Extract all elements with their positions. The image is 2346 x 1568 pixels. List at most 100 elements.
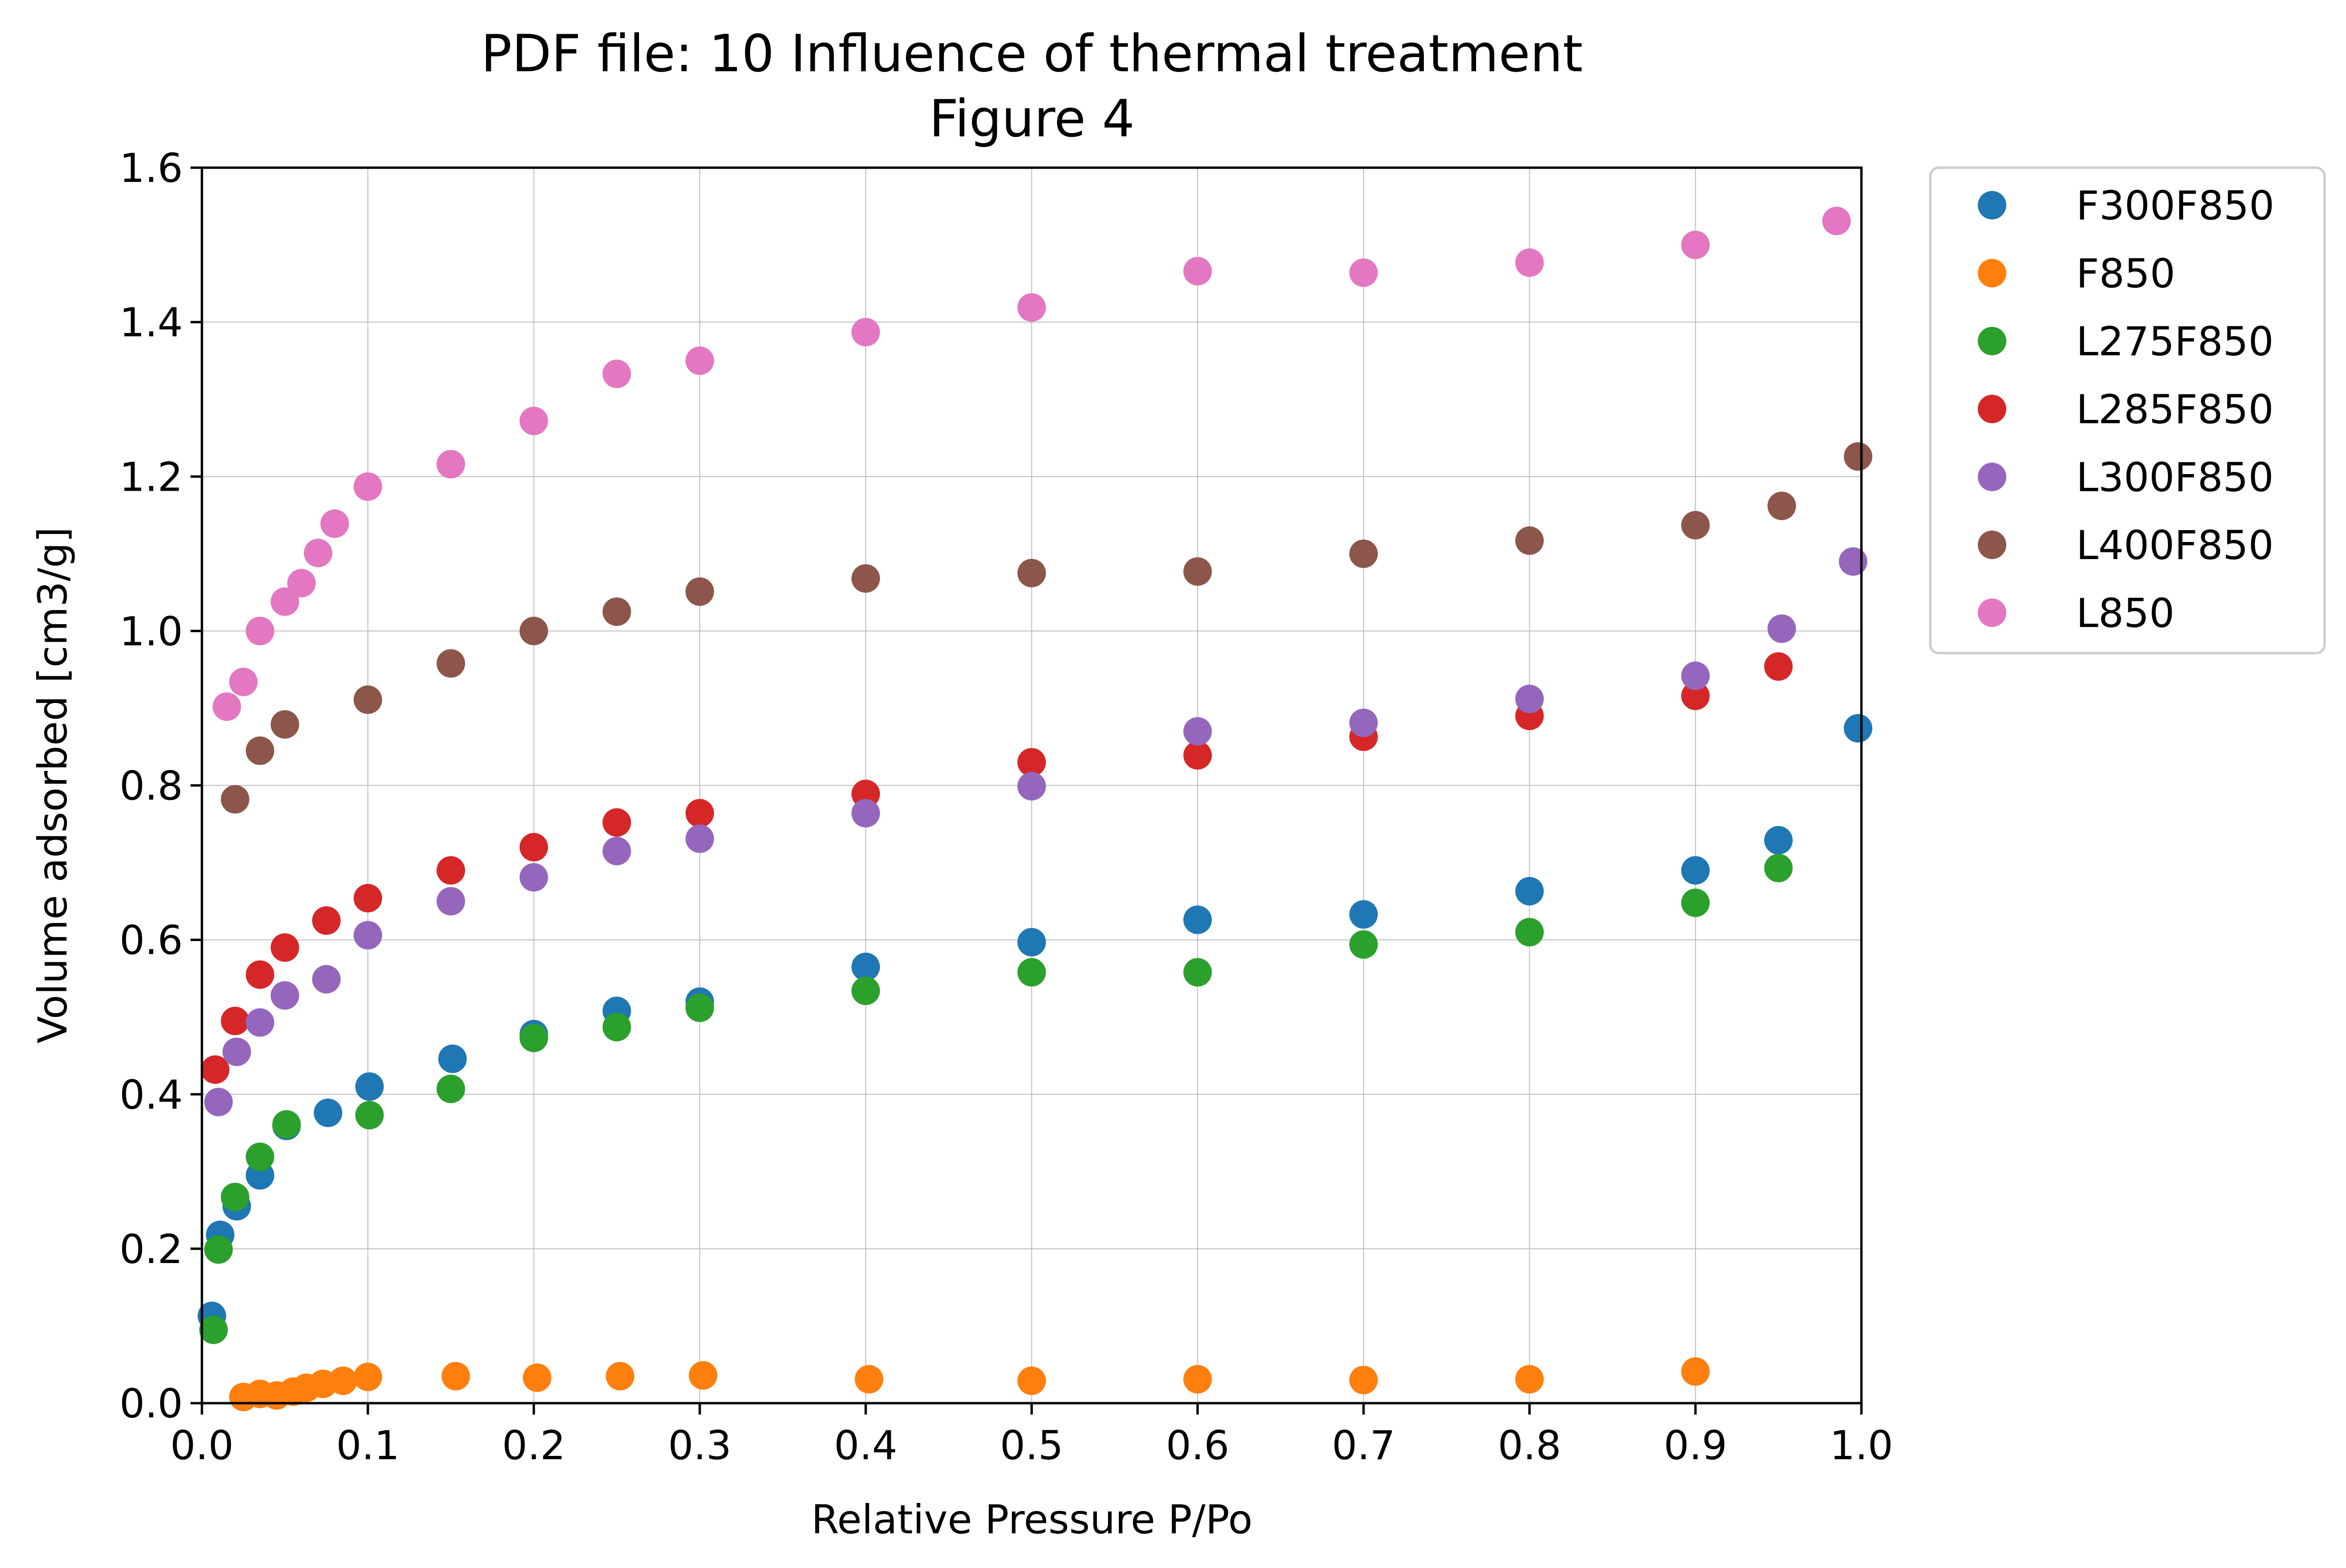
legend-marker xyxy=(1978,191,2006,219)
data-point xyxy=(1349,539,1378,568)
data-point xyxy=(1764,854,1793,883)
data-point xyxy=(851,318,880,347)
data-point xyxy=(220,785,249,814)
data-point xyxy=(304,539,333,568)
y-tick-label: 1.4 xyxy=(119,299,183,346)
data-point xyxy=(1844,714,1873,743)
data-point xyxy=(606,1362,635,1391)
data-point xyxy=(602,360,631,389)
data-point xyxy=(851,976,880,1005)
legend-marker xyxy=(1978,463,2006,491)
data-point xyxy=(851,564,880,593)
data-point xyxy=(1764,826,1793,855)
x-tick-label: 0.2 xyxy=(502,1422,566,1469)
x-tick-label: 1.0 xyxy=(1830,1422,1893,1469)
data-point xyxy=(1183,717,1212,746)
data-point xyxy=(1017,958,1046,987)
data-point xyxy=(312,965,341,994)
data-point xyxy=(1349,1366,1378,1395)
data-point xyxy=(523,1363,552,1392)
data-point xyxy=(204,1235,233,1264)
series-L400F850 xyxy=(220,442,1873,814)
data-point xyxy=(602,597,631,626)
x-tick-label: 0.1 xyxy=(336,1422,400,1469)
data-point xyxy=(436,856,465,885)
data-point xyxy=(685,577,714,606)
legend-box xyxy=(1929,166,2326,655)
y-tick-label: 1.0 xyxy=(119,608,183,655)
x-tick-label: 0.4 xyxy=(834,1422,897,1469)
data-point xyxy=(212,692,241,721)
data-point xyxy=(1183,958,1212,987)
data-point xyxy=(1017,928,1046,957)
legend-marker xyxy=(1978,531,2006,559)
x-tick-label: 0.9 xyxy=(1664,1422,1727,1469)
data-point xyxy=(353,1362,382,1391)
data-point xyxy=(1681,661,1710,690)
y-tick-label: 0.2 xyxy=(119,1226,183,1273)
legend-marker xyxy=(1978,599,2006,627)
chart-subtitle: Figure 4 xyxy=(929,89,1135,149)
data-point xyxy=(436,887,465,916)
data-point xyxy=(1839,547,1868,576)
data-point xyxy=(436,649,465,678)
data-point xyxy=(438,1044,467,1073)
data-point xyxy=(602,836,631,865)
data-point xyxy=(353,685,382,714)
legend-marker xyxy=(1978,395,2006,423)
series-L285F850 xyxy=(200,652,1793,1084)
data-point xyxy=(685,346,714,375)
data-point xyxy=(519,863,548,892)
y-axis-label: Volume adsorbed [cm3/g] xyxy=(29,527,76,1043)
data-point xyxy=(1183,1365,1212,1394)
legend-entry: L275F850 xyxy=(2076,318,2274,365)
data-point xyxy=(1764,652,1793,681)
legend-entry: L850 xyxy=(2076,590,2174,637)
data-point xyxy=(1349,930,1378,959)
data-point xyxy=(688,1361,717,1390)
y-tick-label: 0.4 xyxy=(119,1072,183,1118)
data-point xyxy=(519,617,548,646)
y-tick-label: 0.0 xyxy=(119,1380,183,1427)
legend: F300F850 F850 L275F850 L285F850 L300F850 L400… xyxy=(1929,166,2326,655)
data-point xyxy=(1349,900,1378,929)
data-point xyxy=(328,1366,357,1395)
data-point xyxy=(200,1055,229,1084)
data-point xyxy=(1349,258,1378,287)
data-point xyxy=(320,509,349,538)
data-point xyxy=(1515,1365,1544,1394)
data-point xyxy=(1183,257,1212,285)
data-point xyxy=(1681,1357,1710,1386)
data-point xyxy=(1017,772,1046,801)
data-point xyxy=(1017,1366,1046,1395)
data-point xyxy=(1515,248,1544,277)
data-point xyxy=(270,587,299,616)
x-axis-label: Relative Pressure P/Po xyxy=(811,1496,1253,1543)
x-tick-label: 0.8 xyxy=(1498,1422,1562,1469)
legend-entry: L285F850 xyxy=(2076,386,2274,433)
data-point xyxy=(246,617,275,646)
x-tick-label: 0.6 xyxy=(1166,1422,1230,1469)
data-point xyxy=(355,1072,384,1101)
data-point xyxy=(246,960,275,989)
chart-title: PDF file: 10 Influence of thermal treatm… xyxy=(481,24,1583,84)
data-point xyxy=(353,884,382,912)
data-point xyxy=(1515,526,1544,555)
data-point xyxy=(1515,877,1544,906)
data-point xyxy=(1681,856,1710,885)
series-L300F850 xyxy=(204,547,1868,1117)
data-point xyxy=(685,799,714,828)
data-point xyxy=(314,1098,343,1127)
data-point xyxy=(1183,557,1212,586)
data-point xyxy=(519,407,548,436)
data-point xyxy=(519,833,548,862)
data-point xyxy=(1017,748,1046,777)
data-point xyxy=(685,993,714,1022)
x-tick-label: 0.5 xyxy=(1000,1422,1064,1469)
data-point xyxy=(1844,442,1873,471)
data-point xyxy=(199,1315,228,1344)
data-point xyxy=(519,1024,548,1053)
data-point xyxy=(851,952,880,981)
series-L850 xyxy=(212,207,1851,721)
